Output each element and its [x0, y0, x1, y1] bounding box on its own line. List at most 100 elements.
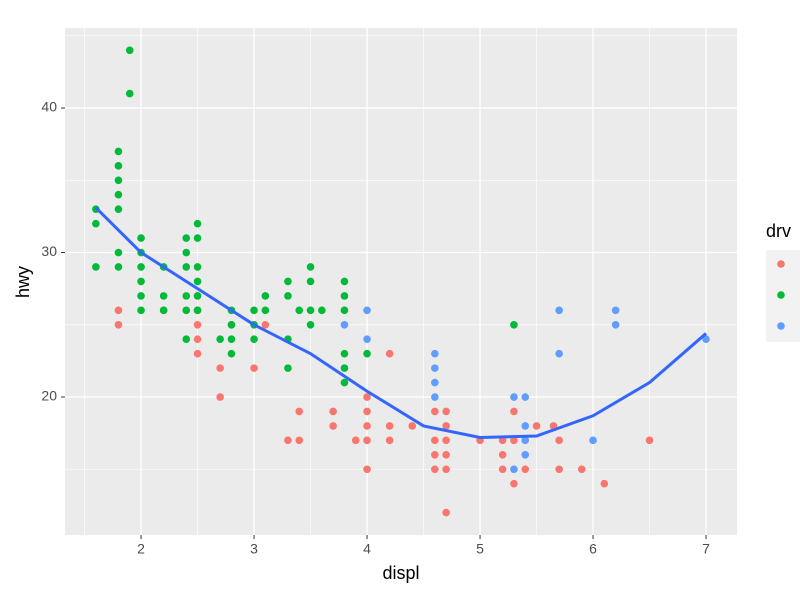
point: [498, 436, 507, 445]
point: [340, 292, 349, 300]
point: [510, 479, 518, 488]
y-tick-label: 30: [41, 243, 57, 259]
point: [363, 407, 371, 416]
point: [318, 306, 326, 315]
point: [611, 320, 620, 329]
point: [114, 162, 123, 170]
point: [137, 292, 145, 300]
point: [216, 335, 224, 344]
point: [216, 393, 224, 401]
x-tick-label: 3: [250, 541, 258, 557]
point: [193, 320, 202, 329]
point: [577, 465, 586, 474]
point: [227, 335, 236, 344]
point: [114, 248, 123, 257]
point: [182, 335, 191, 344]
point: [340, 364, 349, 372]
point: [363, 349, 371, 358]
point: [351, 436, 360, 445]
point: [295, 306, 304, 315]
point: [521, 393, 530, 401]
point: [431, 378, 439, 387]
point: [250, 335, 258, 344]
point: [261, 306, 270, 315]
point: [385, 436, 394, 445]
point: [510, 465, 518, 474]
point: [125, 46, 134, 55]
point: [442, 465, 450, 474]
point: [340, 349, 349, 358]
y-tick-label: 40: [41, 99, 57, 115]
point: [193, 263, 202, 271]
point: [340, 378, 349, 387]
point: [193, 306, 202, 315]
point: [306, 320, 315, 329]
point: [521, 436, 530, 445]
point: [611, 306, 620, 315]
point: [125, 89, 134, 98]
y-tick-label: 20: [41, 388, 57, 404]
point: [363, 306, 371, 315]
point: [442, 407, 450, 416]
point: [431, 349, 439, 358]
point: [363, 335, 371, 344]
x-tick-label: 5: [476, 541, 484, 557]
x-tick-label: 4: [363, 541, 371, 557]
point: [442, 436, 450, 445]
legend-key: [777, 291, 785, 299]
point: [431, 465, 439, 474]
point: [363, 393, 371, 401]
point: [340, 306, 349, 315]
point: [250, 364, 258, 372]
point: [114, 147, 123, 156]
point: [193, 219, 202, 228]
point: [92, 219, 100, 228]
point: [182, 248, 191, 257]
point: [589, 436, 597, 445]
point: [137, 234, 145, 242]
point: [295, 436, 304, 445]
point: [137, 263, 145, 271]
point: [284, 277, 292, 286]
point: [442, 451, 450, 459]
point: [306, 277, 315, 286]
legend-key: [777, 260, 785, 268]
point: [340, 277, 349, 286]
point: [329, 407, 337, 416]
point: [521, 451, 530, 459]
point: [227, 320, 236, 329]
point: [92, 263, 100, 271]
point: [250, 306, 258, 315]
point: [510, 320, 518, 329]
legend-title: drv: [766, 221, 791, 241]
point: [498, 451, 507, 459]
point: [182, 234, 191, 242]
point: [114, 205, 123, 213]
point: [114, 190, 123, 199]
point: [385, 422, 394, 430]
point: [182, 306, 191, 315]
point: [521, 465, 530, 474]
point: [193, 335, 202, 344]
point: [306, 263, 315, 271]
point: [193, 292, 202, 300]
point: [114, 263, 123, 271]
point: [532, 422, 541, 430]
point: [137, 306, 145, 315]
point: [137, 277, 145, 286]
point: [431, 364, 439, 372]
point: [329, 422, 337, 430]
point: [555, 306, 563, 315]
point: [193, 234, 202, 242]
point: [510, 407, 518, 416]
point: [284, 364, 292, 372]
point: [431, 451, 439, 459]
x-tick-label: 7: [702, 541, 710, 557]
point: [521, 422, 530, 430]
point: [159, 306, 168, 315]
point: [182, 263, 191, 271]
point: [182, 292, 191, 300]
y-axis-title: hwy: [13, 266, 33, 298]
point: [284, 436, 292, 445]
